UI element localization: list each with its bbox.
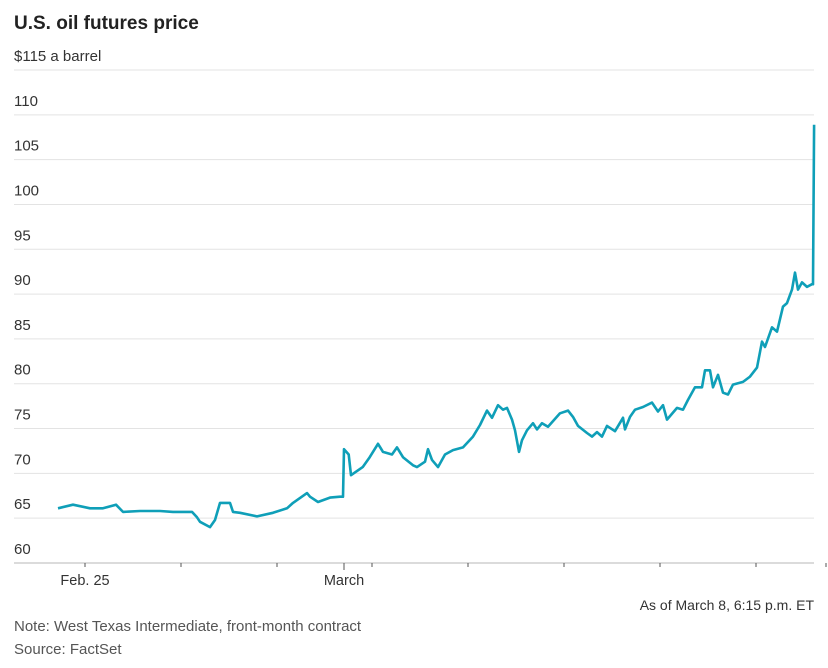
x-axis: Feb. 25 March bbox=[60, 563, 827, 589]
y-tick-label: 60 bbox=[14, 541, 31, 558]
price-line bbox=[57, 124, 816, 529]
y-tick-label: 110 bbox=[14, 93, 38, 110]
chart-title: U.S. oil futures price bbox=[14, 13, 199, 34]
y-tick-label: 85 bbox=[14, 317, 31, 334]
x-tick-label: March bbox=[324, 573, 364, 589]
x-tick-label: Feb. 25 bbox=[60, 573, 109, 589]
y-tick-label: 70 bbox=[14, 451, 31, 468]
source-label: Source: FactSet bbox=[14, 641, 122, 658]
y-tick-label: $115 a barrel bbox=[14, 48, 101, 65]
y-tick-label: 90 bbox=[14, 272, 31, 289]
y-tick-label: 105 bbox=[14, 138, 39, 155]
y-tick-label: 100 bbox=[14, 182, 39, 199]
as-of-label: As of March 8, 6:15 p.m. ET bbox=[640, 597, 815, 613]
y-tick-label: 75 bbox=[14, 407, 31, 424]
y-tick-label: 65 bbox=[14, 496, 31, 513]
note-label: Note: West Texas Intermediate, front-mon… bbox=[14, 618, 362, 635]
y-tick-label: 80 bbox=[14, 362, 31, 379]
y-gridlines: 60 65 70 75 80 85 90 95 100 105 110 $115 a barrel bbox=[14, 48, 814, 564]
y-tick-label: 95 bbox=[14, 227, 31, 244]
